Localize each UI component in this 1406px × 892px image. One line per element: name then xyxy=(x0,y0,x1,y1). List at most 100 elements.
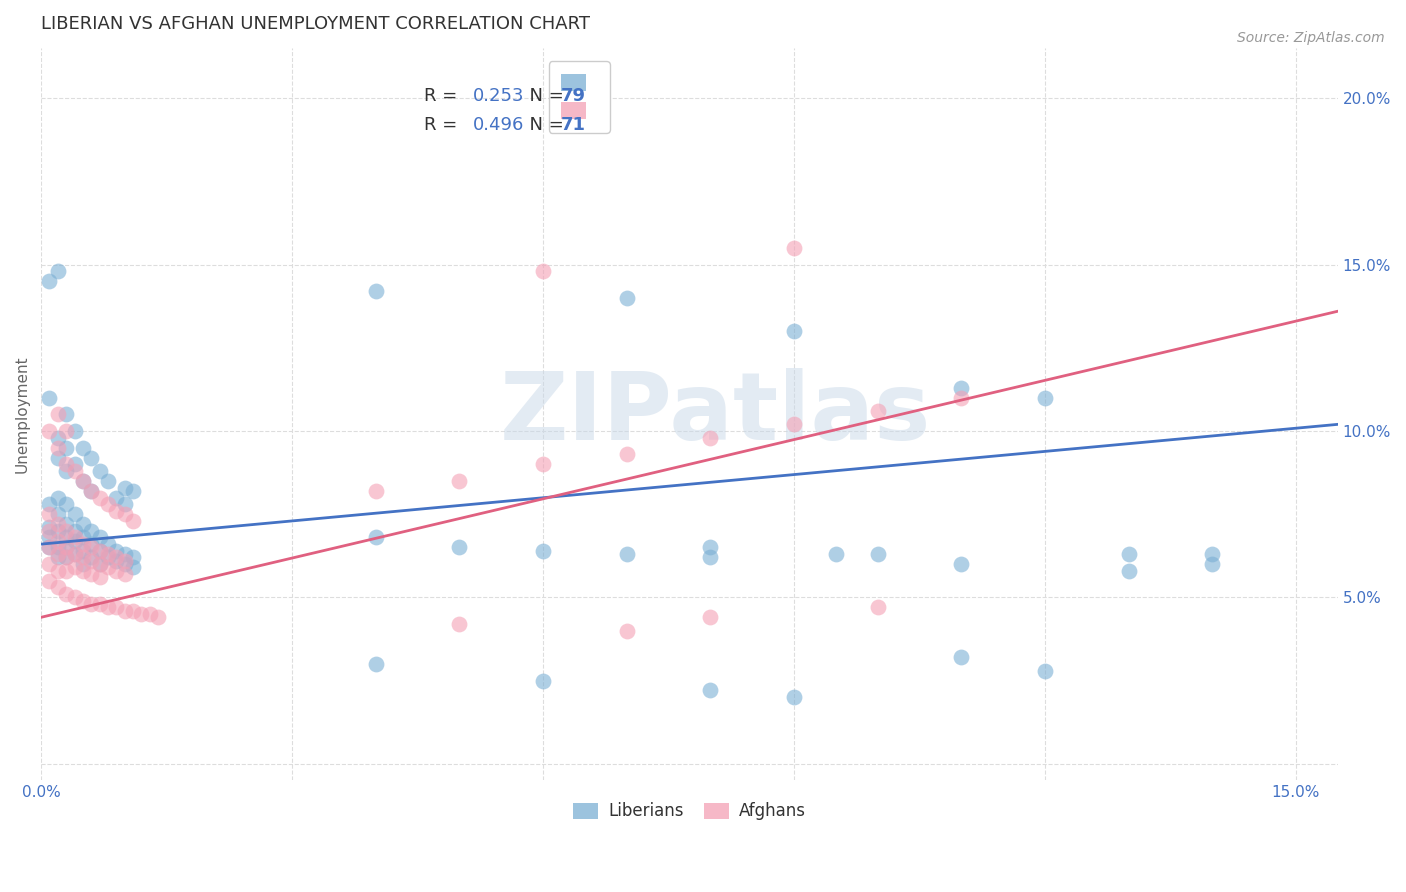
Point xyxy=(89,597,111,611)
Point xyxy=(616,447,638,461)
Point xyxy=(63,424,86,438)
Point xyxy=(531,457,554,471)
Point xyxy=(616,547,638,561)
Point xyxy=(38,541,60,555)
Point xyxy=(950,557,973,571)
Point xyxy=(55,464,77,478)
Point xyxy=(89,557,111,571)
Point xyxy=(55,517,77,532)
Point xyxy=(63,547,86,561)
Point xyxy=(38,520,60,534)
Point xyxy=(80,524,103,538)
Text: ZIPatlas: ZIPatlas xyxy=(499,368,931,460)
Point xyxy=(80,567,103,582)
Point xyxy=(866,404,889,418)
Point xyxy=(72,543,94,558)
Point xyxy=(72,441,94,455)
Point xyxy=(616,624,638,638)
Point xyxy=(89,531,111,545)
Y-axis label: Unemployment: Unemployment xyxy=(15,356,30,473)
Point xyxy=(131,607,153,621)
Point xyxy=(63,560,86,574)
Point xyxy=(80,554,103,568)
Point xyxy=(122,550,145,565)
Point xyxy=(46,550,69,565)
Point xyxy=(72,564,94,578)
Point xyxy=(38,507,60,521)
Point xyxy=(89,543,111,558)
Point xyxy=(55,457,77,471)
Point xyxy=(72,593,94,607)
Point xyxy=(63,531,86,545)
Point xyxy=(114,567,136,582)
Point xyxy=(63,457,86,471)
Point xyxy=(46,441,69,455)
Point xyxy=(72,531,94,545)
Point xyxy=(122,483,145,498)
Text: Source: ZipAtlas.com: Source: ZipAtlas.com xyxy=(1237,31,1385,45)
Point xyxy=(122,560,145,574)
Point xyxy=(950,650,973,665)
Point xyxy=(46,491,69,505)
Point xyxy=(63,507,86,521)
Point xyxy=(55,524,77,538)
Point xyxy=(97,600,120,615)
Point xyxy=(80,450,103,465)
Point xyxy=(824,547,846,561)
Point xyxy=(80,541,103,555)
Point xyxy=(783,417,806,432)
Point xyxy=(46,264,69,278)
Point xyxy=(80,483,103,498)
Point xyxy=(55,441,77,455)
Point xyxy=(55,587,77,601)
Point xyxy=(699,550,721,565)
Point xyxy=(46,507,69,521)
Point xyxy=(1033,664,1056,678)
Point xyxy=(55,531,77,545)
Point xyxy=(114,557,136,571)
Text: N =: N = xyxy=(519,116,569,135)
Point xyxy=(783,241,806,255)
Point xyxy=(63,524,86,538)
Point xyxy=(46,547,69,561)
Point xyxy=(46,580,69,594)
Legend: Liberians, Afghans: Liberians, Afghans xyxy=(567,796,813,827)
Point xyxy=(46,408,69,422)
Point xyxy=(950,391,973,405)
Point xyxy=(97,537,120,551)
Point xyxy=(105,504,128,518)
Point xyxy=(80,550,103,565)
Point xyxy=(55,424,77,438)
Point xyxy=(105,554,128,568)
Point xyxy=(72,474,94,488)
Point xyxy=(105,543,128,558)
Point xyxy=(139,607,162,621)
Point xyxy=(89,464,111,478)
Point xyxy=(46,533,69,548)
Point xyxy=(449,474,471,488)
Point xyxy=(89,491,111,505)
Point xyxy=(80,537,103,551)
Point xyxy=(699,610,721,624)
Point xyxy=(38,541,60,555)
Point xyxy=(46,564,69,578)
Point xyxy=(38,531,60,545)
Point xyxy=(55,550,77,565)
Text: 0.253: 0.253 xyxy=(472,87,524,105)
Text: LIBERIAN VS AFGHAN UNEMPLOYMENT CORRELATION CHART: LIBERIAN VS AFGHAN UNEMPLOYMENT CORRELAT… xyxy=(41,15,591,33)
Text: N =: N = xyxy=(519,87,569,105)
Point xyxy=(97,497,120,511)
Point xyxy=(55,564,77,578)
Point xyxy=(46,524,69,538)
Point xyxy=(80,483,103,498)
Point xyxy=(46,541,69,555)
Point xyxy=(38,524,60,538)
Point xyxy=(55,541,77,555)
Point xyxy=(866,547,889,561)
Point xyxy=(38,391,60,405)
Point xyxy=(38,497,60,511)
Point xyxy=(105,550,128,565)
Point xyxy=(699,683,721,698)
Point xyxy=(72,537,94,551)
Point xyxy=(122,604,145,618)
